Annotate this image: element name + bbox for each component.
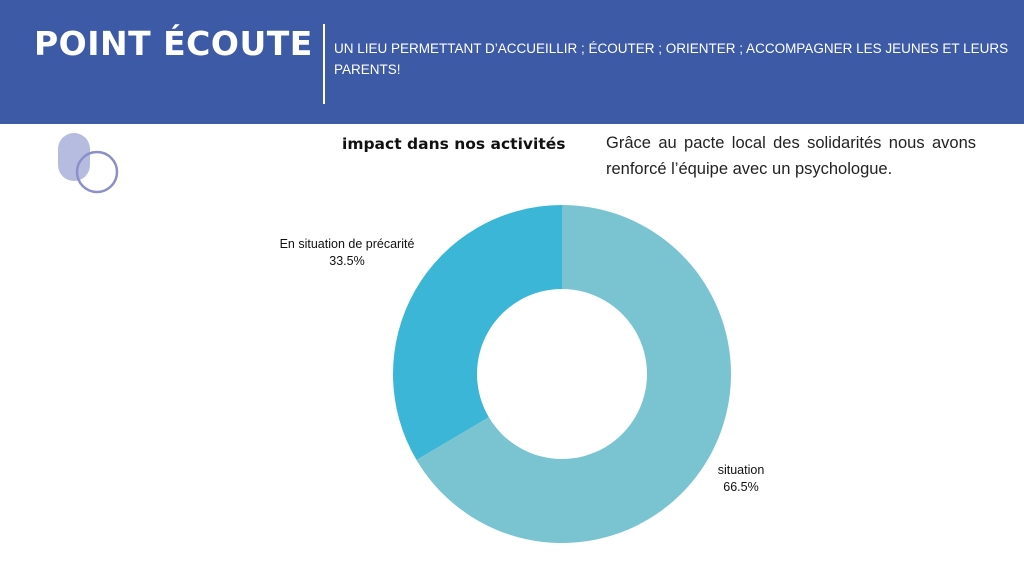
impact-description: Grâce au pacte local des solidarités nou… xyxy=(606,134,976,178)
donut-slice-situation xyxy=(416,205,731,543)
impact-heading: impact dans nos activités xyxy=(342,135,566,153)
slice-label-precarite: En situation de précarité 33.5% xyxy=(262,236,432,270)
deco-ring xyxy=(75,150,119,194)
slice-value-precarite: 33.5% xyxy=(329,254,365,268)
decorative-shapes-icon xyxy=(58,133,119,194)
deco-pill xyxy=(58,133,90,181)
page-title: POINT ÉCOUTE xyxy=(34,24,313,63)
slice-label-situation: situation 66.5% xyxy=(696,462,786,496)
donut-slice-precarite xyxy=(393,205,562,461)
slice-value-situation: 66.5% xyxy=(723,480,759,494)
slice-name-situation: situation xyxy=(717,463,765,477)
header-subtitle: UN LIEU PERMETTANT D’ACCUEILLIR ; ÉCOUTE… xyxy=(334,41,1009,77)
header-divider xyxy=(323,24,325,104)
slice-name-precarite: En situation de précarité xyxy=(279,237,415,251)
header-banner: POINT ÉCOUTE UN LIEU PERMETTANT D’ACCUEI… xyxy=(0,0,1024,124)
